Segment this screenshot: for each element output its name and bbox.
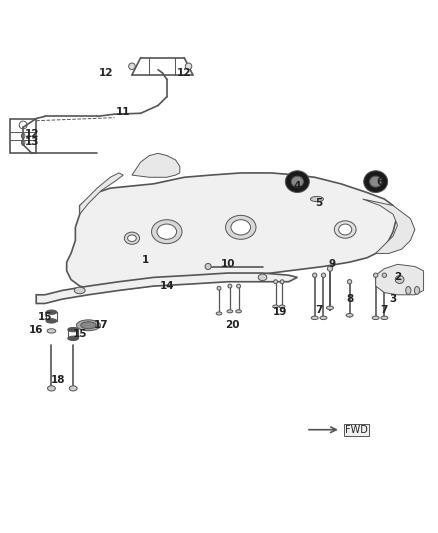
Polygon shape (36, 273, 297, 303)
Polygon shape (67, 173, 397, 290)
Ellipse shape (68, 336, 79, 341)
Polygon shape (376, 264, 424, 295)
Ellipse shape (291, 176, 304, 187)
Text: 17: 17 (94, 320, 109, 330)
Text: 11: 11 (116, 107, 131, 117)
Polygon shape (80, 173, 123, 214)
Ellipse shape (311, 316, 318, 320)
Ellipse shape (152, 220, 182, 244)
Polygon shape (132, 154, 180, 177)
Ellipse shape (320, 316, 327, 320)
Text: 5: 5 (315, 198, 323, 208)
Text: 18: 18 (51, 375, 65, 385)
Ellipse shape (374, 273, 378, 277)
Ellipse shape (347, 279, 352, 284)
Text: 10: 10 (220, 260, 235, 269)
Ellipse shape (21, 140, 25, 145)
Ellipse shape (157, 224, 177, 239)
Ellipse shape (321, 273, 325, 277)
Ellipse shape (81, 322, 96, 329)
Ellipse shape (334, 221, 356, 238)
Ellipse shape (370, 176, 382, 187)
Text: 16: 16 (29, 325, 43, 335)
Ellipse shape (226, 215, 256, 239)
Ellipse shape (129, 63, 135, 70)
Ellipse shape (313, 273, 317, 277)
Ellipse shape (258, 274, 267, 281)
Ellipse shape (127, 235, 136, 241)
Ellipse shape (414, 287, 420, 294)
Text: 12: 12 (99, 68, 113, 78)
Ellipse shape (231, 220, 251, 235)
Text: 2: 2 (394, 272, 401, 282)
Ellipse shape (68, 327, 79, 332)
Text: 1: 1 (141, 255, 148, 265)
Ellipse shape (69, 386, 77, 391)
Ellipse shape (279, 305, 285, 308)
Text: 13: 13 (25, 138, 39, 148)
Text: 9: 9 (328, 260, 336, 269)
Text: FWD: FWD (345, 425, 368, 435)
Ellipse shape (339, 224, 352, 235)
Ellipse shape (46, 319, 57, 323)
Ellipse shape (382, 273, 387, 277)
Text: 8: 8 (346, 294, 353, 304)
Ellipse shape (217, 286, 221, 290)
Text: 4: 4 (293, 181, 301, 191)
Ellipse shape (185, 63, 192, 70)
Bar (10, 118, 36, 154)
Text: 20: 20 (225, 320, 239, 330)
Ellipse shape (236, 310, 241, 313)
Ellipse shape (346, 313, 353, 317)
Text: 19: 19 (273, 307, 287, 317)
Ellipse shape (273, 305, 279, 308)
Ellipse shape (227, 310, 233, 313)
Text: 14: 14 (159, 281, 174, 291)
Ellipse shape (286, 171, 309, 192)
Ellipse shape (47, 329, 56, 333)
Ellipse shape (237, 284, 240, 288)
Ellipse shape (372, 316, 379, 320)
Ellipse shape (74, 287, 85, 294)
Ellipse shape (395, 276, 404, 284)
Text: 3: 3 (389, 294, 397, 304)
Polygon shape (363, 199, 415, 254)
Text: 6: 6 (376, 176, 384, 187)
Ellipse shape (327, 266, 332, 271)
Ellipse shape (46, 310, 57, 314)
Ellipse shape (205, 263, 211, 270)
Ellipse shape (311, 197, 323, 201)
Ellipse shape (21, 133, 25, 139)
Text: 12: 12 (25, 129, 39, 139)
Ellipse shape (228, 284, 232, 288)
Ellipse shape (280, 280, 284, 284)
Ellipse shape (47, 386, 55, 391)
Ellipse shape (216, 312, 222, 315)
Ellipse shape (124, 232, 140, 244)
Text: 15: 15 (38, 312, 52, 321)
Text: 12: 12 (177, 68, 191, 78)
Text: 15: 15 (72, 329, 87, 339)
Ellipse shape (326, 306, 333, 310)
Ellipse shape (77, 320, 100, 330)
Ellipse shape (274, 280, 278, 284)
Ellipse shape (381, 316, 388, 320)
Text: 7: 7 (381, 305, 388, 315)
Ellipse shape (364, 171, 388, 192)
Ellipse shape (406, 287, 411, 294)
Text: 7: 7 (315, 305, 323, 315)
